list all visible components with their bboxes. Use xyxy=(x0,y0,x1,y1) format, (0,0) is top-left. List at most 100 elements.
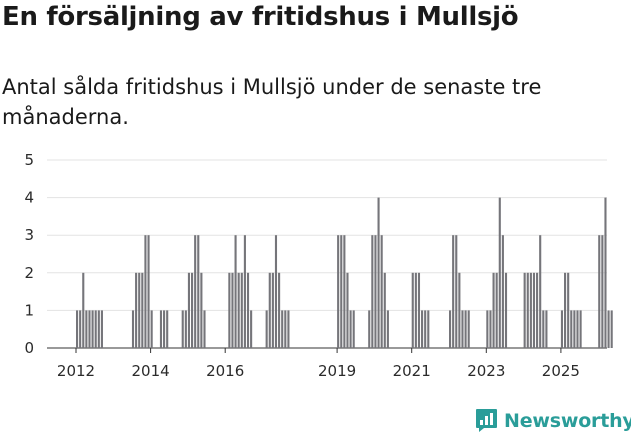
y-tick-label: 2 xyxy=(24,264,34,282)
bar xyxy=(386,310,389,348)
bar xyxy=(504,272,508,348)
bar xyxy=(337,235,340,348)
chart-subtitle: Antal sålda fritidshus i Mullsjö under d… xyxy=(2,75,542,129)
bar xyxy=(536,272,539,348)
bar xyxy=(461,310,464,348)
bar xyxy=(76,310,79,348)
newsworthy-logo-text: Newsworthy xyxy=(504,409,631,432)
bar xyxy=(246,272,250,348)
bar xyxy=(542,310,545,348)
bar xyxy=(346,272,349,348)
bar xyxy=(144,235,147,348)
bar xyxy=(374,235,377,348)
bar xyxy=(452,235,455,348)
bar xyxy=(610,310,613,348)
bar xyxy=(340,235,343,348)
gridlines xyxy=(47,159,607,353)
bar xyxy=(141,272,144,348)
axis-labels: 01234512012201420162019202120232025 xyxy=(24,151,580,380)
bar xyxy=(455,235,458,348)
newsworthy-logo-icon xyxy=(476,409,497,432)
bar xyxy=(607,310,610,348)
bar xyxy=(184,310,187,348)
x-tick-label: 2021 xyxy=(393,362,431,380)
bar xyxy=(604,197,607,348)
bar xyxy=(377,197,380,348)
bar xyxy=(371,235,374,348)
bar xyxy=(237,272,240,348)
x-tick-label: 2019 xyxy=(318,362,356,380)
y-tick-label: 1 xyxy=(24,301,34,319)
bar xyxy=(545,310,548,348)
bar xyxy=(564,272,567,348)
y-tick-label: 4 xyxy=(24,189,34,207)
bar xyxy=(486,310,489,348)
bar xyxy=(498,197,501,348)
bar xyxy=(250,310,253,348)
bar xyxy=(94,310,97,348)
bar xyxy=(88,310,91,348)
bar xyxy=(100,310,103,348)
bar xyxy=(138,272,141,348)
bar xyxy=(368,310,371,348)
bar xyxy=(576,310,579,348)
bar xyxy=(492,272,495,348)
bar xyxy=(526,272,529,348)
newsworthy-logo[interactable]: Newsworthy xyxy=(475,408,631,433)
bar xyxy=(352,310,355,348)
bar xyxy=(181,310,184,348)
bar xyxy=(278,272,281,348)
bar xyxy=(194,235,197,348)
bar xyxy=(529,272,532,348)
bar xyxy=(464,310,467,348)
bar xyxy=(539,235,542,348)
bar xyxy=(159,310,163,348)
bar xyxy=(191,272,194,348)
bar xyxy=(284,310,287,348)
bar xyxy=(268,272,271,348)
bar xyxy=(234,235,237,348)
bar xyxy=(598,235,601,348)
bar xyxy=(349,310,352,348)
bar xyxy=(265,310,268,348)
x-tick-label: 2016 xyxy=(206,362,244,380)
bar xyxy=(281,310,284,348)
x-tick-label: 2012 xyxy=(57,362,95,380)
bar xyxy=(449,310,452,348)
bar xyxy=(467,310,470,348)
bar xyxy=(91,310,94,348)
bar xyxy=(489,310,492,348)
x-tick-label: 2014 xyxy=(132,362,170,380)
bar xyxy=(85,310,88,348)
bar xyxy=(414,272,417,348)
bar xyxy=(570,310,573,348)
bar xyxy=(560,310,564,348)
bar xyxy=(150,310,153,348)
bar xyxy=(573,310,576,348)
bar xyxy=(523,272,526,348)
bar xyxy=(163,310,166,348)
bar xyxy=(567,272,570,348)
bar xyxy=(197,235,200,348)
bar xyxy=(187,272,191,348)
bar xyxy=(427,310,430,348)
bar xyxy=(200,272,203,348)
bar xyxy=(411,272,414,348)
bar xyxy=(147,235,150,348)
bar xyxy=(380,235,383,348)
bar xyxy=(228,272,231,348)
bar xyxy=(421,310,424,348)
y-tick-label: 5 xyxy=(24,151,34,169)
bar xyxy=(532,272,536,348)
bar xyxy=(495,272,498,348)
bar xyxy=(579,310,582,348)
y-tick-label: 0 xyxy=(24,339,34,357)
bar xyxy=(203,310,206,348)
bar xyxy=(458,272,461,348)
bar xyxy=(243,235,246,348)
bar xyxy=(424,310,427,348)
bar xyxy=(417,272,421,348)
bar xyxy=(501,235,504,348)
bar xyxy=(166,310,169,348)
bar xyxy=(274,235,278,348)
